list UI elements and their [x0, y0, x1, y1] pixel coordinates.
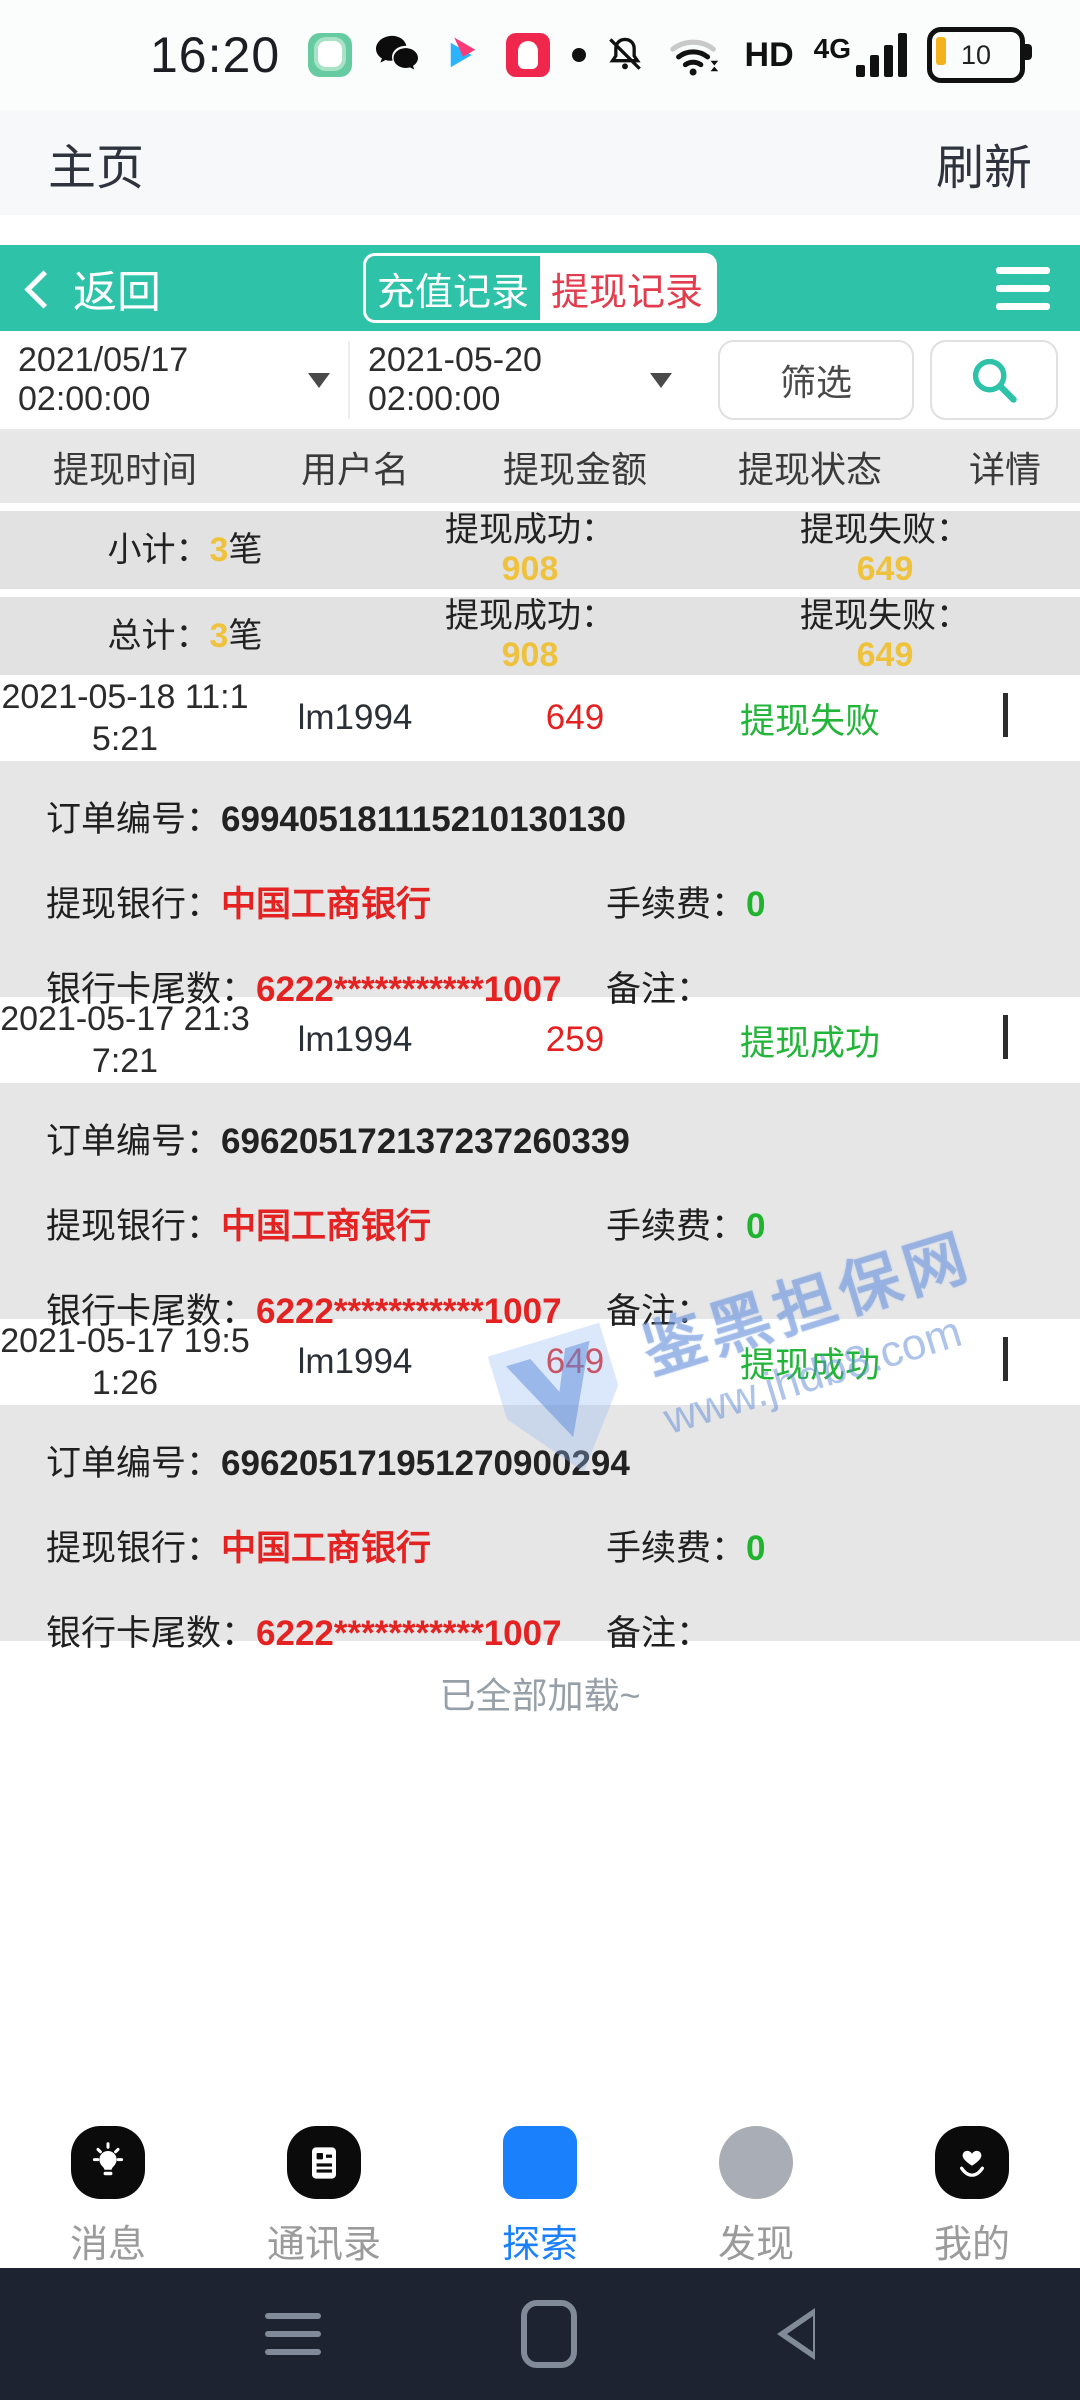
order-number: 696205172137237260339 [221, 1122, 630, 1161]
tab-explore[interactable]: 探索 [432, 2100, 648, 2268]
wifi-icon [669, 39, 718, 76]
status-bar: 16:20 HD 4G 10 [0, 0, 1080, 110]
signal-bars-icon: 4G [814, 33, 907, 77]
filter-button[interactable]: 筛选 [718, 340, 914, 420]
username: lm1994 [297, 1020, 413, 1059]
back-button[interactable]: 返回 [24, 256, 161, 320]
recents-menu-icon[interactable] [265, 2313, 321, 2355]
bottom-tab-bar: 消息 通讯录 探索 发现 我的 [0, 2100, 1080, 2268]
chevron-right-icon[interactable] [1002, 693, 1008, 737]
back-label: 返回 [73, 268, 161, 317]
tab-recharge-records[interactable]: 充值记录 [376, 271, 529, 314]
tab-profile[interactable]: 我的 [864, 2100, 1080, 2268]
chevron-down-icon [308, 372, 330, 388]
col-status: 提现状态 [737, 449, 882, 490]
home-icon[interactable] [521, 2300, 577, 2368]
all-loaded-text: 已全部加载~ [439, 1675, 641, 1716]
tab-contacts[interactable]: 通讯录 [216, 2100, 432, 2268]
col-user: 用户名 [300, 449, 409, 490]
amount: 649 [545, 698, 605, 737]
bank-name: 中国工商银行 [221, 1529, 432, 1568]
record-type-switch: 充值记录 提现记录 [363, 253, 717, 323]
battery-percent: 10 [960, 39, 992, 70]
record-detail-block: 订单编号：696205171951270900294 提现银行：中国工商银行 手… [0, 1405, 1080, 1653]
bell-muted-icon [608, 37, 641, 70]
app-header: 主页 刷新 [0, 110, 1080, 215]
page-title: 主页 [48, 141, 145, 195]
withdraw-record-row[interactable]: 2021-05-17 21:3 7:21 lm1994 259 提现成功 [0, 997, 1080, 1083]
contacts-icon [287, 2126, 361, 2199]
android-nav-bar [0, 2268, 1080, 2400]
amount: 259 [545, 1020, 605, 1059]
date-to-select[interactable]: 2021-05-20 02:00:00 [350, 331, 690, 429]
chevron-right-icon[interactable] [1002, 1015, 1008, 1059]
divider [348, 341, 350, 419]
battery-icon: 10 [927, 27, 1032, 83]
notification-icons [308, 33, 587, 77]
withdraw-record-row[interactable]: 2021-05-17 19:5 1:26 lm1994 649 提现成功 [0, 1319, 1080, 1405]
status-badge: 提现失败 [739, 701, 880, 741]
order-number: 699405181115210130130 [221, 800, 626, 839]
discover-icon [719, 2126, 793, 2199]
summary-total-row: 总计：3笔 提现成功： 908 提现失败： 649 [0, 597, 1080, 675]
chevron-down-icon [650, 372, 672, 388]
col-detail: 详情 [968, 449, 1041, 490]
table-header: 提现时间 用户名 提现金额 提现状态 详情 [0, 431, 1080, 503]
username: lm1994 [297, 1342, 413, 1381]
tab-messages[interactable]: 消息 [0, 2100, 216, 2268]
col-time: 提现时间 [52, 449, 197, 490]
summary-subtotal-row: 小计：3笔 提现成功： 908 提现失败： 649 [0, 511, 1080, 589]
header-gap [0, 215, 1080, 245]
date-from-select[interactable]: 2021/05/17 02:00:00 [0, 331, 348, 429]
explore-icon [503, 2126, 577, 2199]
hamburger-menu-icon[interactable] [996, 266, 1050, 310]
hd-indicator: HD [744, 35, 794, 74]
tab-discover[interactable]: 发现 [648, 2100, 864, 2268]
filter-bar: 2021/05/17 02:00:00 2021-05-20 02:00:00 … [0, 331, 1080, 431]
status-badge: 提现成功 [739, 1345, 880, 1385]
bank-name: 中国工商银行 [221, 1207, 432, 1246]
clock: 16:20 [150, 27, 281, 83]
fee-value: 0 [746, 1529, 766, 1568]
lightbulb-icon [71, 2126, 145, 2199]
status-badge: 提现成功 [739, 1023, 880, 1063]
status-icons: HD 4G 10 [603, 27, 1032, 83]
taote-icon [506, 33, 551, 77]
green-app-icon [308, 33, 353, 77]
amount: 649 [545, 1342, 605, 1381]
withdraw-record-row[interactable]: 2021-05-18 11:1 5:21 lm1994 649 提现失败 [0, 675, 1080, 761]
order-number: 696205171951270900294 [221, 1444, 630, 1483]
tab-withdraw-records[interactable]: 提现记录 [540, 256, 714, 320]
card-number: 6222***********1007 [256, 1614, 562, 1653]
chevron-right-icon[interactable] [1002, 1337, 1008, 1381]
youku-icon [450, 37, 476, 68]
search-button[interactable] [930, 340, 1058, 420]
notification-dot-icon [572, 48, 587, 62]
record-detail-block: 订单编号：696205172137237260339 提现银行：中国工商银行 手… [0, 1083, 1080, 1331]
refresh-button[interactable]: 刷新 [935, 141, 1032, 195]
card-number: 6222***********1007 [256, 970, 562, 1009]
teal-nav-bar: 返回 充值记录 提现记录 [0, 245, 1080, 331]
back-icon[interactable] [777, 2308, 815, 2360]
record-detail-block: 订单编号：699405181115210130130 提现银行：中国工商银行 手… [0, 761, 1080, 1009]
fee-value: 0 [746, 1207, 766, 1246]
bank-name: 中国工商银行 [221, 885, 432, 924]
heart-hand-icon [935, 2126, 1009, 2199]
username: lm1994 [297, 698, 413, 737]
search-icon [972, 358, 1017, 403]
wechat-icon [376, 35, 419, 70]
col-amount: 提现金额 [502, 449, 647, 490]
fee-value: 0 [746, 885, 766, 924]
chevron-left-icon [24, 269, 63, 309]
card-number: 6222***********1007 [256, 1292, 562, 1331]
